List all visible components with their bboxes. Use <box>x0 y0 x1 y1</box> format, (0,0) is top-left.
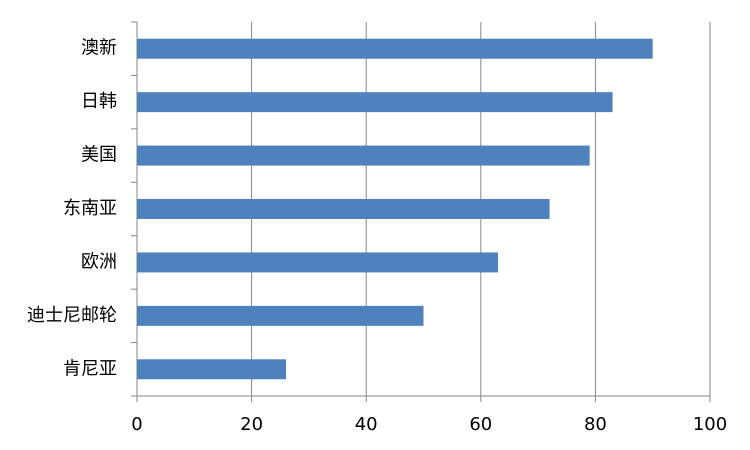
bar <box>137 145 590 166</box>
x-tick-label: 40 <box>355 414 378 435</box>
bar <box>137 38 653 59</box>
y-tick-label: 迪士尼邮轮 <box>27 305 117 326</box>
bar <box>137 92 613 113</box>
y-tick-label: 澳新 <box>81 38 117 59</box>
x-tick-label: 0 <box>131 414 142 435</box>
bar <box>137 199 550 219</box>
x-tick-label: 80 <box>584 414 607 435</box>
y-tick-label: 日韩 <box>81 91 117 112</box>
bar <box>137 305 424 326</box>
bar <box>137 359 286 380</box>
x-tick-label: 60 <box>469 414 492 435</box>
x-tick-label: 100 <box>693 414 727 435</box>
y-tick-label: 美国 <box>81 145 117 166</box>
bar <box>137 252 498 273</box>
x-tick-label: 20 <box>240 414 263 435</box>
y-tick-label: 东南亚 <box>63 198 117 219</box>
y-tick-label: 肯尼亚 <box>63 358 117 379</box>
y-tick-label: 欧洲 <box>81 251 117 272</box>
